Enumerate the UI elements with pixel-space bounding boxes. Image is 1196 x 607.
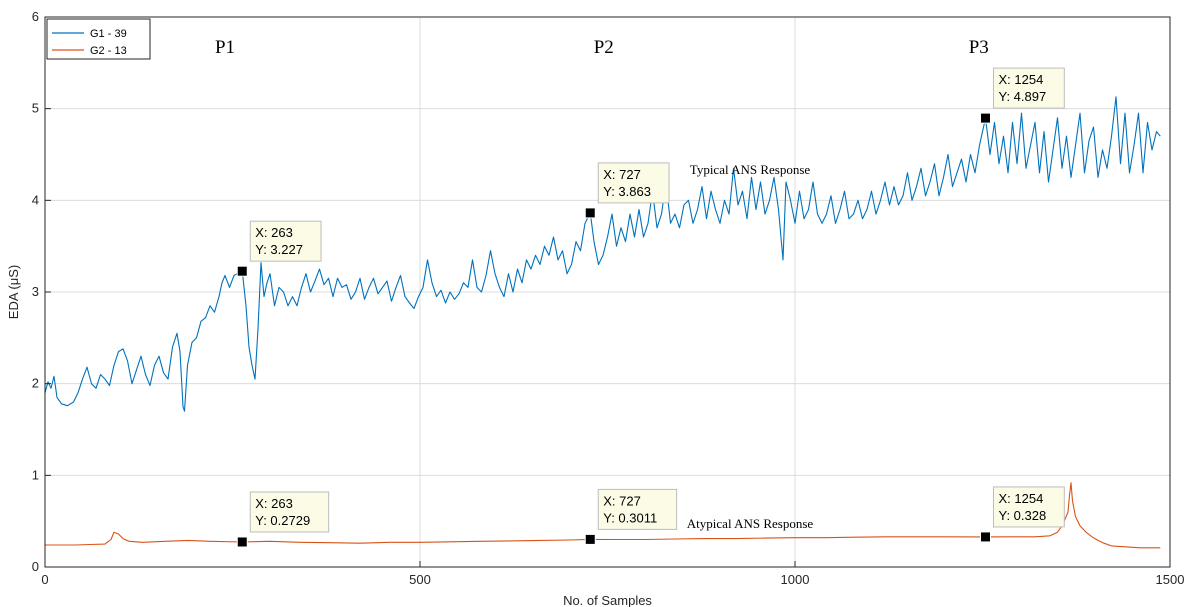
typical-response-label: Typical ANS Response <box>690 162 811 177</box>
y-axis-label: EDA (μS) <box>6 265 21 319</box>
y-tick-label: 6 <box>32 9 39 24</box>
legend-entry-1: G1 - 39 <box>90 28 127 40</box>
y-tick-label: 1 <box>32 467 39 482</box>
y-tick-label: 0 <box>32 559 39 574</box>
datatip-marker <box>584 533 596 545</box>
datatip-y-label: Y: 3.863 <box>603 184 651 199</box>
x-tick-label: 500 <box>409 572 431 587</box>
annotation-layer: P1 P2 P3 Typical ANS Response Atypical ANS R… <box>215 37 989 531</box>
datatip-x-label: X: 1254 <box>999 491 1044 506</box>
x-tick-label: 1000 <box>781 572 810 587</box>
datatip-x-label: X: 727 <box>603 493 641 508</box>
legend-box <box>46 18 151 60</box>
datatip-box <box>249 220 322 262</box>
datatip-x-label: X: 263 <box>255 225 293 240</box>
tick-labels: 0 500 1000 1500 0 1 2 3 4 5 6 <box>32 9 1185 587</box>
legend: G1 - 39 G2 - 13 <box>46 18 151 60</box>
datatip-box <box>597 162 670 204</box>
datatip-box <box>597 488 678 530</box>
datatip-x-label: X: 263 <box>255 496 293 511</box>
datatip-marker <box>980 112 991 124</box>
phase-label-p1: P1 <box>215 37 235 58</box>
legend-entry-2: G2 - 13 <box>90 45 127 57</box>
x-tick-label: 1500 <box>1156 572 1185 587</box>
phase-label-p2: P2 <box>594 37 614 58</box>
datatip-marker <box>236 265 248 277</box>
datatip-box <box>249 491 330 533</box>
y-tick-label: 2 <box>32 376 39 391</box>
datatip-y-label: Y: 0.328 <box>999 508 1047 523</box>
series-line-2 <box>45 482 1161 549</box>
datatip-y-label: Y: 4.897 <box>999 89 1047 104</box>
datatip-x-label: X: 1254 <box>999 72 1044 87</box>
x-axis-label: No. of Samples <box>563 593 652 607</box>
datatip-marker <box>236 536 248 548</box>
datatips-layer: X: 263 Y: 3.227 X: 727 Y: 3.863 X: 1254 Y: 4.… <box>236 67 1065 548</box>
datatip-marker <box>980 531 991 543</box>
atypical-response-label: Atypical ANS Response <box>687 516 814 531</box>
y-tick-label: 5 <box>32 101 39 116</box>
series-line-1 <box>44 96 1161 412</box>
datatip-marker <box>584 207 596 219</box>
x-tick-label: 0 <box>41 572 48 587</box>
datatip-box <box>993 67 1065 109</box>
datatip-box <box>993 486 1065 528</box>
datatip-y-label: Y: 0.2729 <box>255 513 310 528</box>
y-tick-label: 3 <box>32 284 39 299</box>
phase-label-p3: P3 <box>969 37 989 58</box>
y-tick-label: 4 <box>32 192 39 207</box>
datatip-y-label: Y: 0.3011 <box>603 510 657 525</box>
datatip-y-label: Y: 3.227 <box>255 242 303 257</box>
datatip-x-label: X: 727 <box>603 167 641 182</box>
